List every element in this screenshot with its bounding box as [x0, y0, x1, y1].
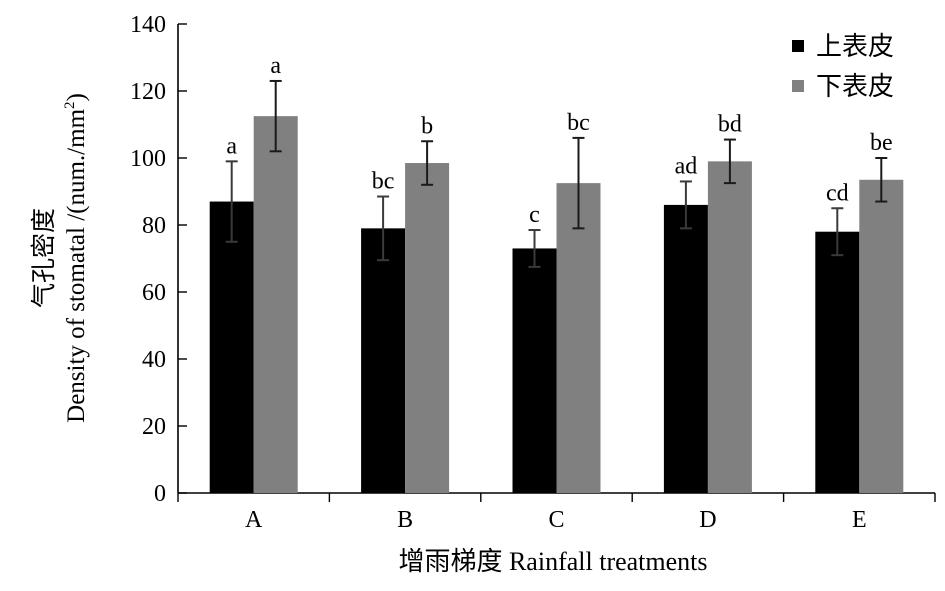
x-tick-label: A [245, 507, 263, 533]
x-tick-label: E [852, 507, 867, 533]
significance-letter: a [226, 133, 237, 159]
y-axis-label: 气孔密度 [30, 208, 58, 308]
bars: a bc c ad cd a b bc bd be [209, 53, 904, 494]
legend-label: 上表皮 [816, 32, 894, 61]
significance-letter: bc [567, 110, 590, 136]
significance-letter: bd [718, 112, 742, 138]
bar-上表皮-B [361, 228, 406, 493]
significance-letter: b [421, 113, 433, 139]
significance-letter: be [870, 130, 893, 156]
significance-letter: bc [372, 169, 395, 195]
bar-下表皮-C [556, 183, 601, 493]
significance-letter: a [270, 53, 281, 79]
y-tick-label: 60 [142, 280, 166, 306]
y-axis: 0 20 40 60 80 100 120 140 [130, 12, 187, 507]
legend-label: 下表皮 [816, 72, 894, 101]
bar-上表皮-E [815, 231, 860, 493]
bar-上表皮-C [512, 248, 557, 493]
x-tick-label: C [548, 507, 564, 533]
y-axis-label-cn: 气孔密度 [30, 208, 58, 308]
y-tick-label: 0 [154, 481, 166, 507]
y-tick-label: 100 [130, 146, 166, 172]
significance-letter: c [529, 202, 540, 228]
significance-letter: ad [675, 153, 698, 179]
x-axis-label: 增雨梯度 Rainfall treatments [398, 547, 707, 576]
y-tick-label: 40 [142, 347, 166, 373]
y-axis-label-close: ) [63, 93, 90, 101]
x-axis: A B C D E [177, 492, 936, 533]
significance-letter: cd [826, 180, 849, 206]
bar-下表皮-D [707, 161, 752, 493]
legend-swatch [792, 40, 804, 52]
y-tick-label: 120 [130, 79, 166, 105]
y-axis-label-en: Density of stomatal /(num./mm2) [62, 93, 90, 423]
legend-swatch [792, 80, 804, 92]
x-tick-label: D [699, 507, 716, 533]
bar-下表皮-A [253, 116, 298, 493]
y-tick-label: 20 [142, 414, 166, 440]
x-tick-label: B [397, 507, 413, 533]
bar-下表皮-E [859, 179, 904, 493]
bar-下表皮-B [405, 163, 450, 493]
y-axis-label-sup: 2 [62, 101, 78, 109]
y-tick-label: 80 [142, 213, 166, 239]
y-axis-label-en-main: Density of stomatal /(num./mm [63, 108, 90, 422]
y-tick-label: 140 [130, 12, 166, 38]
bar-上表皮-D [663, 204, 708, 493]
bar-上表皮-A [209, 201, 254, 494]
